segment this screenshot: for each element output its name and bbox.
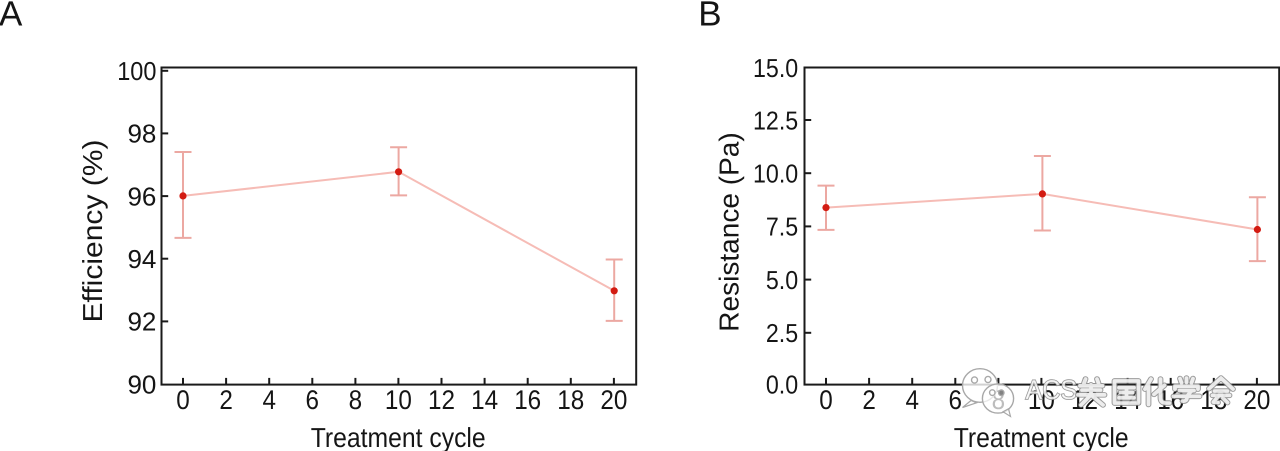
svg-text:4: 4: [905, 385, 919, 415]
svg-text:Treatment cycle: Treatment cycle: [311, 422, 486, 451]
svg-text:16: 16: [514, 385, 541, 415]
svg-text:18: 18: [557, 385, 584, 415]
svg-text:100: 100: [117, 56, 156, 86]
svg-text:20: 20: [1243, 385, 1270, 415]
svg-text:92: 92: [127, 307, 156, 337]
svg-text:10: 10: [1028, 385, 1055, 415]
svg-text:12: 12: [428, 385, 455, 415]
svg-text:4: 4: [262, 385, 276, 415]
svg-text:Treatment cycle: Treatment cycle: [954, 422, 1129, 451]
svg-text:6: 6: [949, 385, 963, 415]
svg-text:2.5: 2.5: [766, 318, 798, 348]
svg-text:90: 90: [127, 369, 156, 399]
svg-text:10: 10: [385, 385, 412, 415]
svg-text:Efficiency (%): Efficiency (%): [77, 140, 108, 323]
svg-text:94: 94: [127, 244, 156, 274]
svg-text:98: 98: [127, 119, 156, 149]
svg-text:8: 8: [349, 385, 363, 415]
svg-text:A: A: [0, 0, 23, 33]
svg-text:0: 0: [176, 385, 190, 415]
svg-text:6: 6: [306, 385, 320, 415]
svg-text:96: 96: [127, 181, 156, 211]
svg-text:14: 14: [471, 385, 498, 415]
svg-text:B: B: [698, 0, 721, 33]
svg-text:20: 20: [600, 385, 627, 415]
svg-text:12.5: 12.5: [753, 105, 798, 135]
svg-text:10.0: 10.0: [753, 159, 798, 189]
svg-text:5.0: 5.0: [766, 265, 798, 295]
svg-text:7.5: 7.5: [766, 212, 798, 242]
svg-text:0: 0: [819, 385, 833, 415]
svg-text:2: 2: [219, 385, 233, 415]
svg-text:Resistance (Pa): Resistance (Pa): [713, 132, 744, 332]
svg-text:ACS: ACS: [1026, 374, 1078, 405]
svg-text:15.0: 15.0: [753, 53, 798, 83]
svg-text:0.0: 0.0: [766, 369, 798, 399]
svg-text:2: 2: [862, 385, 876, 415]
